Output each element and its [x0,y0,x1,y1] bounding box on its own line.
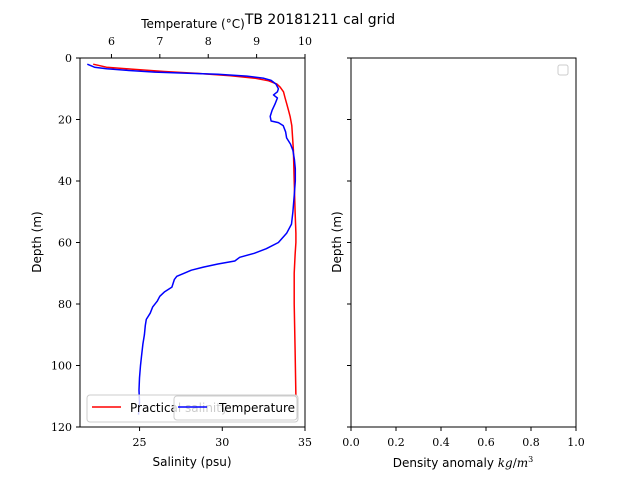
x-tick-label: 1.0 [567,436,585,449]
right-empty-legend [557,64,569,76]
figure-title: TB 20181211 cal grid [244,12,395,28]
x-tick-label: 25 [133,436,147,449]
left-x-label: Salinity (psu) [152,455,231,469]
left-series-lines [87,63,297,415]
x-tick-label: 0.0 [342,436,360,449]
series-line-temperature [87,63,297,415]
y-tick-label: 0 [65,52,72,65]
right-x-ticks: 0.0 0.2 0.4 0.6 0.8 1.0 [342,427,585,449]
right-y-label: Depth (m) [330,211,344,272]
left-legend: Practical salinity Temperature [86,394,299,423]
right-panel: 0.0 0.2 0.4 0.6 0.8 1.0 Depth (m) Density ano… [330,57,585,470]
left-top-x-label: Temperature (°C) [140,17,245,31]
x-tick-label: 0.2 [387,436,405,449]
y-tick-label: 100 [51,360,72,373]
left-y-ticks: 0 20 40 60 80 100 120 [51,52,80,434]
top-tick-label: 6 [108,35,115,48]
left-panel: 25 30 35 6 7 8 9 10 0 20 40 60 80 100 120 Salinity (… [30,17,312,469]
left-top-ticks: 6 7 8 9 10 [108,35,312,58]
right-x-label: Density anomaly kg/m3 [393,455,534,470]
y-tick-label: 120 [51,421,72,434]
right-y-ticks [347,57,351,428]
left-y-label: Depth (m) [30,211,44,272]
top-tick-label: 9 [253,35,260,48]
legend-frame-overlap [173,395,298,421]
y-tick-label: 40 [58,175,72,188]
y-tick-label: 20 [58,114,72,127]
y-tick-label: 60 [58,237,72,250]
x-tick-label: 0.4 [432,436,450,449]
series-line-salinity [93,63,297,397]
x-tick-label: 35 [298,436,312,449]
left-bottom-ticks: 25 30 35 [133,427,312,449]
top-tick-label: 8 [205,35,212,48]
top-tick-label: 10 [298,35,312,48]
legend-temperature-label: Temperature [218,401,295,415]
top-tick-label: 7 [156,35,163,48]
x-tick-label: 30 [215,436,229,449]
x-tick-label: 0.8 [522,436,540,449]
y-tick-label: 80 [58,298,72,311]
right-axes-frame [350,57,577,428]
x-tick-label: 0.6 [477,436,495,449]
